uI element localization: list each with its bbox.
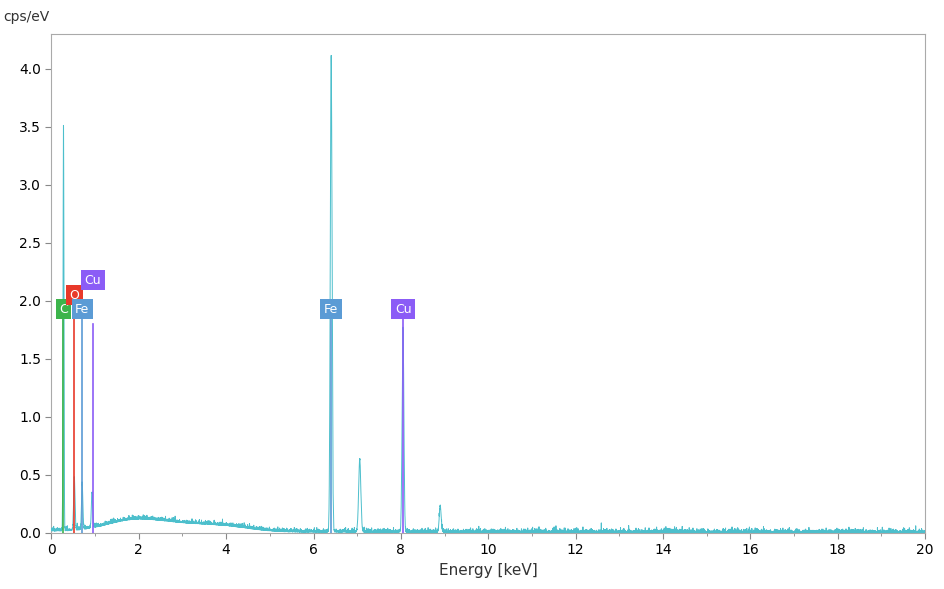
- Text: Fe: Fe: [324, 303, 338, 316]
- X-axis label: Energy [keV]: Energy [keV]: [438, 563, 537, 578]
- Text: O: O: [69, 289, 79, 302]
- Text: cps/eV: cps/eV: [4, 10, 49, 24]
- Text: C: C: [59, 303, 68, 316]
- Text: Fe: Fe: [75, 303, 90, 316]
- Text: Cu: Cu: [395, 303, 411, 316]
- Text: Cu: Cu: [85, 273, 101, 287]
